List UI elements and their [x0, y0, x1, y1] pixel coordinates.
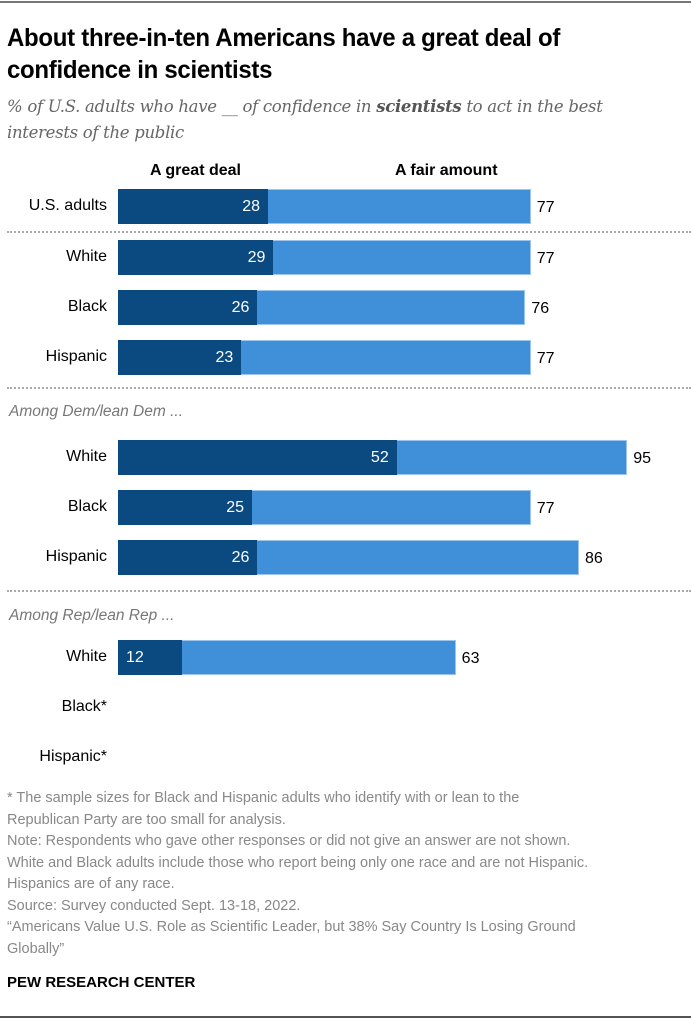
- total-value-label: 77: [536, 199, 555, 216]
- great-deal-value-label: 23: [215, 349, 234, 366]
- note-line: * The sample sizes for Black and Hispani…: [7, 790, 520, 806]
- group-divider: [7, 231, 691, 233]
- subtitle-line-1: % of U.S. adults who have __ of confiden…: [7, 94, 687, 120]
- great-deal-value-label: 29: [247, 249, 266, 266]
- footnotes: * The sample sizes for Black and Hispani…: [7, 788, 687, 960]
- great-deal-value-label: 52: [370, 449, 389, 466]
- great-deal-value-label: 12: [126, 649, 144, 666]
- note-line: Republican Party are too small for analy…: [7, 811, 286, 828]
- row-label: White: [66, 248, 107, 265]
- bar-great-deal: [118, 189, 269, 224]
- note-line: White and Black adults include those who…: [7, 854, 589, 871]
- bar-great-deal: [118, 490, 252, 525]
- row-label: Hispanic: [45, 348, 107, 365]
- subtitle-emphasis: scientists: [376, 97, 462, 116]
- bar-great-deal: [118, 640, 183, 675]
- total-value-label: 86: [584, 550, 603, 567]
- row-label: U.S. adults: [28, 197, 107, 214]
- title-line-1: About three-in-ten Americans have a grea…: [7, 24, 561, 52]
- total-value-label: 95: [633, 450, 651, 467]
- group-label: Among Rep/lean Rep ...: [9, 607, 175, 624]
- great-deal-value-label: 25: [226, 499, 244, 516]
- group-label: Among Dem/lean Dem ...: [9, 403, 184, 420]
- stacked-bar-chart: A great deal A fair amount U.S. adults 28…: [7, 162, 691, 765]
- bar-great-deal: [118, 240, 274, 275]
- chart-subtitle: % of U.S. adults who have __ of confiden…: [7, 94, 687, 146]
- bar-great-deal: [118, 340, 242, 375]
- chart-title: About three-in-ten Americans have a grea…: [7, 22, 660, 86]
- row-label: White: [66, 448, 107, 465]
- great-deal-value-label: 26: [231, 299, 250, 316]
- total-value-label: 77: [536, 350, 555, 367]
- total-value-label: 63: [461, 650, 480, 667]
- top-rule: [0, 1, 691, 3]
- row-label: Black*: [61, 698, 107, 715]
- great-deal-value-label: 26: [231, 549, 250, 566]
- great-deal-value-label: 28: [242, 198, 261, 215]
- legend-great-deal: A great deal: [150, 162, 241, 179]
- row-label: Hispanic*: [39, 748, 107, 765]
- report-title-line: Globally”: [7, 940, 65, 957]
- bar-great-deal: [118, 540, 258, 575]
- source-line: Source: Survey conducted Sept. 13-18, 20…: [7, 897, 301, 914]
- subtitle-line-2: interests of the public: [7, 123, 184, 142]
- row-label: Black: [67, 298, 107, 315]
- total-value-label: 77: [536, 250, 555, 267]
- bottom-rule: [0, 1016, 691, 1018]
- report-title-line: “Americans Value U.S. Role as Scientific…: [7, 919, 576, 935]
- title-line-2: confidence in scientists: [7, 56, 273, 84]
- note-line: Note: Respondents who gave other respons…: [7, 833, 571, 849]
- group-divider: [7, 590, 691, 592]
- bar-great-deal: [118, 290, 258, 325]
- row-label: Hispanic: [45, 548, 107, 565]
- bar-great-deal: [118, 440, 397, 475]
- pew-logo-text: PEW RESEARCH CENTER: [7, 974, 196, 991]
- note-line: Hispanics are of any race.: [7, 876, 175, 892]
- group-divider: [7, 387, 691, 389]
- total-value-label: 77: [536, 500, 555, 517]
- legend-fair-amount: A fair amount: [395, 162, 498, 179]
- subtitle-text: to act in the best: [461, 97, 603, 116]
- row-label: White: [66, 648, 107, 665]
- total-value-label: 76: [531, 300, 550, 317]
- subtitle-text: % of U.S. adults who have __ of confiden…: [7, 97, 377, 116]
- row-label: Black: [67, 498, 107, 515]
